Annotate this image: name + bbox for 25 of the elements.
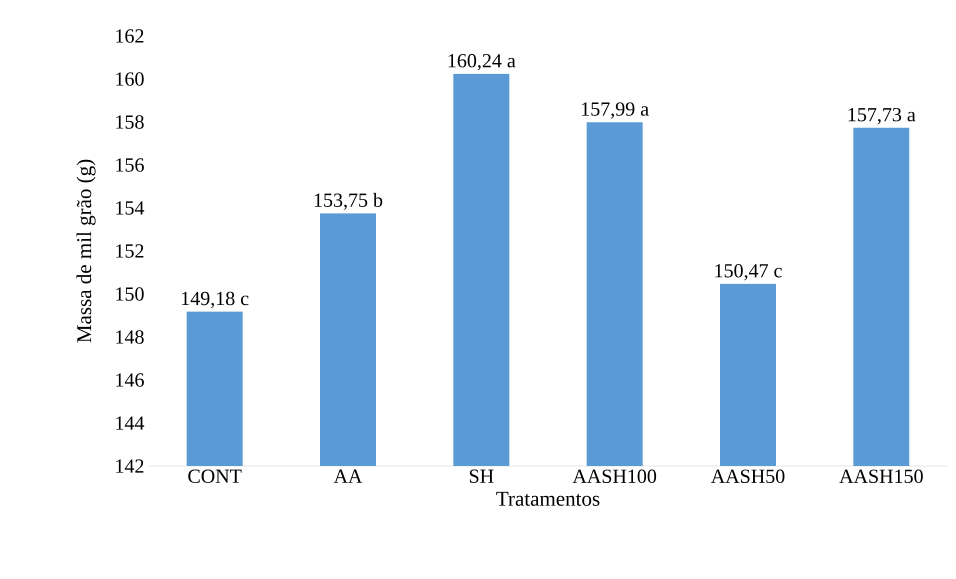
x-tick-label: AASH150	[839, 470, 923, 484]
y-tick-label: 146	[116, 373, 144, 387]
y-tick-label: 154	[116, 201, 144, 215]
y-tick-label: 160	[116, 72, 144, 86]
y-tick-label: 150	[116, 287, 144, 301]
x-tick-label: AASH100	[572, 470, 656, 484]
y-tick-label: 148	[116, 330, 144, 344]
data-label: 150,47 c	[715, 264, 782, 280]
y-tick-label: 156	[116, 158, 144, 172]
y-tick-label: 158	[116, 115, 144, 129]
data-label: 160,24 a	[448, 54, 516, 70]
data-label: 157,99 a	[582, 102, 649, 119]
data-label: 153,75 b	[314, 192, 382, 210]
x-tick-label: CONT	[188, 470, 242, 483]
y-axis-title: Massa de mil grão (g)	[76, 160, 96, 343]
y-tick-label: 152	[116, 244, 144, 258]
data-label: 157,73 a	[848, 108, 916, 124]
x-axis-title: Tratamentos	[496, 492, 600, 506]
y-tick-label: 142	[116, 459, 144, 473]
x-tick-label: SH	[470, 470, 494, 483]
data-label: 149,18 c	[182, 292, 248, 308]
y-tick-label: 162	[116, 29, 144, 43]
x-tick-label: AA	[334, 470, 362, 483]
x-tick-label: AASH50	[710, 470, 784, 484]
y-tick-label: 144	[116, 416, 144, 430]
